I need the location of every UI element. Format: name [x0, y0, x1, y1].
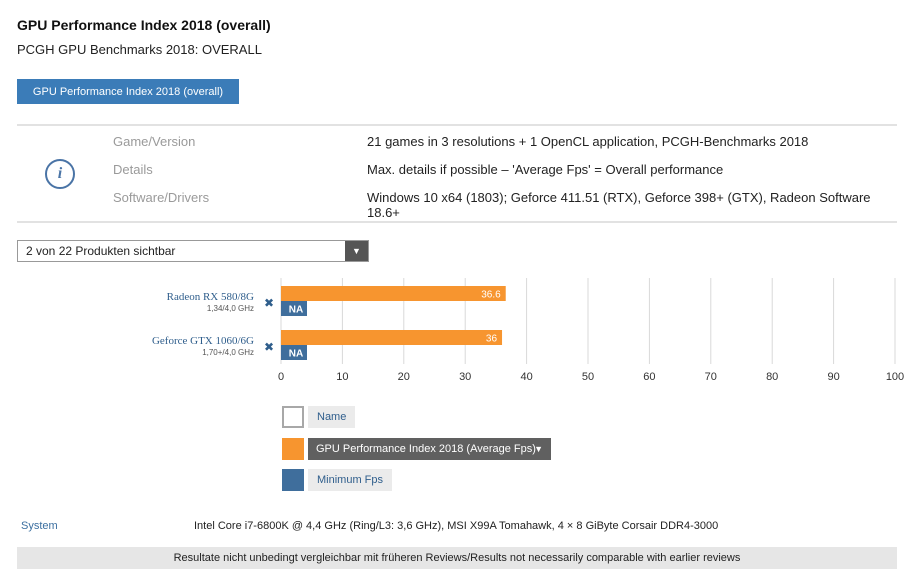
x-tick-label: 80: [766, 371, 778, 383]
x-tick-label: 60: [643, 371, 655, 383]
bar-minimum-value: NA: [289, 305, 303, 316]
category-sublabel: 1,34/4,0 GHz: [207, 304, 254, 313]
bar-average: [281, 330, 503, 345]
x-tick-label: 100: [886, 371, 904, 383]
system-link[interactable]: System: [21, 520, 58, 532]
bar-minimum: [281, 301, 307, 316]
legend-name-toggle[interactable]: Name: [308, 406, 356, 428]
x-tick-label: 90: [827, 371, 839, 383]
info-value-software: Windows 10 x64 (1803); Geforce 411.51 (R…: [367, 190, 871, 220]
benchmark-select-button[interactable]: GPU Performance Index 2018 (overall): [17, 79, 239, 104]
x-tick-label: 20: [398, 371, 410, 383]
x-tick-label: 50: [582, 371, 594, 383]
page-subtitle: PCGH GPU Benchmarks 2018: OVERALL: [17, 42, 262, 57]
x-tick-label: 70: [705, 371, 717, 383]
page-title: GPU Performance Index 2018 (overall): [17, 17, 271, 33]
remove-icon[interactable]: ✖: [264, 296, 274, 310]
info-label-software: Software/Drivers: [113, 190, 210, 205]
legend-swatch-average[interactable]: [282, 438, 304, 460]
bar-minimum: [281, 345, 307, 360]
bar-average: [281, 286, 506, 301]
x-tick-label: 30: [459, 371, 471, 383]
info-panel: i Game/Version 21 games in 3 resolutions…: [17, 124, 897, 223]
footer-note: Resultate nicht unbedingt vergleichbar m…: [17, 547, 897, 569]
category-sublabel: 1,70+/4,0 GHz: [202, 348, 254, 357]
remove-icon[interactable]: ✖: [264, 340, 274, 354]
legend-average-select[interactable]: GPU Performance Index 2018 (Average Fps)…: [308, 438, 551, 460]
category-label: Radeon RX 580/8G: [167, 291, 254, 303]
system-specs: Intel Core i7-6800K @ 4,4 GHz (Ring/L3: …: [194, 520, 719, 532]
chevron-down-icon: ▼: [534, 444, 543, 454]
info-value-game: 21 games in 3 resolutions + 1 OpenCL app…: [367, 134, 809, 149]
info-label-details: Details: [113, 162, 153, 177]
info-icon: i: [45, 159, 75, 189]
legend-swatch-minimum[interactable]: [282, 469, 304, 491]
product-filter-select[interactable]: 2 von 22 Produkten sichtbar ▼: [17, 240, 369, 262]
bar-minimum-value: NA: [289, 349, 303, 360]
info-label-game: Game/Version: [113, 134, 196, 149]
x-tick-label: 10: [336, 371, 348, 383]
category-label: Geforce GTX 1060/6G: [152, 335, 254, 347]
info-value-details: Max. details if possible – 'Average Fps'…: [367, 162, 724, 177]
legend-swatch-name[interactable]: [282, 406, 304, 428]
legend-average-label: GPU Performance Index 2018 (Average Fps): [316, 443, 536, 455]
chevron-down-icon[interactable]: ▼: [345, 241, 368, 261]
bar-average-value: 36.6: [481, 290, 501, 301]
x-tick-label: 40: [520, 371, 532, 383]
legend-minimum-toggle[interactable]: Minimum Fps: [308, 469, 393, 491]
x-tick-label: 0: [278, 371, 284, 383]
bar-average-value: 36: [486, 334, 498, 345]
product-filter-value: 2 von 22 Produkten sichtbar: [26, 244, 176, 258]
